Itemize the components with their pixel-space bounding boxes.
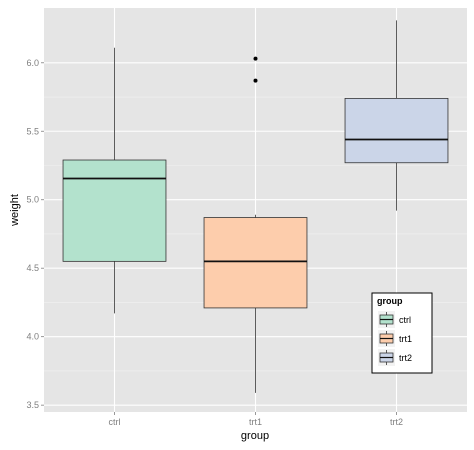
y-axis: 3.5 4.0 4.5 5.0 5.5 6.0 <box>26 58 44 410</box>
legend-title: group <box>377 296 403 306</box>
y-tick-label: 5.5 <box>26 126 39 136</box>
box-iqr <box>62 159 167 262</box>
outlier-point <box>253 78 258 83</box>
box-trt1 <box>203 56 308 393</box>
x-tick-label: trt1 <box>249 417 262 427</box>
y-tick-label: 6.0 <box>26 58 39 68</box>
box-ctrl <box>62 47 167 314</box>
legend-label: ctrl <box>399 315 411 325</box>
legend-key-trt2 <box>378 349 395 366</box>
outlier-point <box>253 56 258 61</box>
y-tick-label: 5.0 <box>26 195 39 205</box>
y-tick-label: 4.0 <box>26 332 39 342</box>
legend: group ctrl trt1 trt2 <box>371 292 433 374</box>
boxes <box>62 20 449 393</box>
x-axis-title: group <box>241 430 269 442</box>
box-trt2 <box>344 20 449 211</box>
y-tick-label: 4.5 <box>26 263 39 273</box>
box-iqr <box>344 97 449 164</box>
x-axis: ctrl trt1 trt2 <box>109 412 403 427</box>
y-axis-title: weight <box>9 194 21 227</box>
legend-label: trt2 <box>399 353 412 363</box>
y-tick-label: 3.5 <box>26 400 39 410</box>
legend-label: trt1 <box>399 334 412 344</box>
legend-key-ctrl <box>378 311 395 328</box>
x-tick-label: trt2 <box>390 417 403 427</box>
box-iqr <box>203 217 308 309</box>
legend-key-trt1 <box>378 330 395 347</box>
x-tick-label: ctrl <box>109 417 121 427</box>
